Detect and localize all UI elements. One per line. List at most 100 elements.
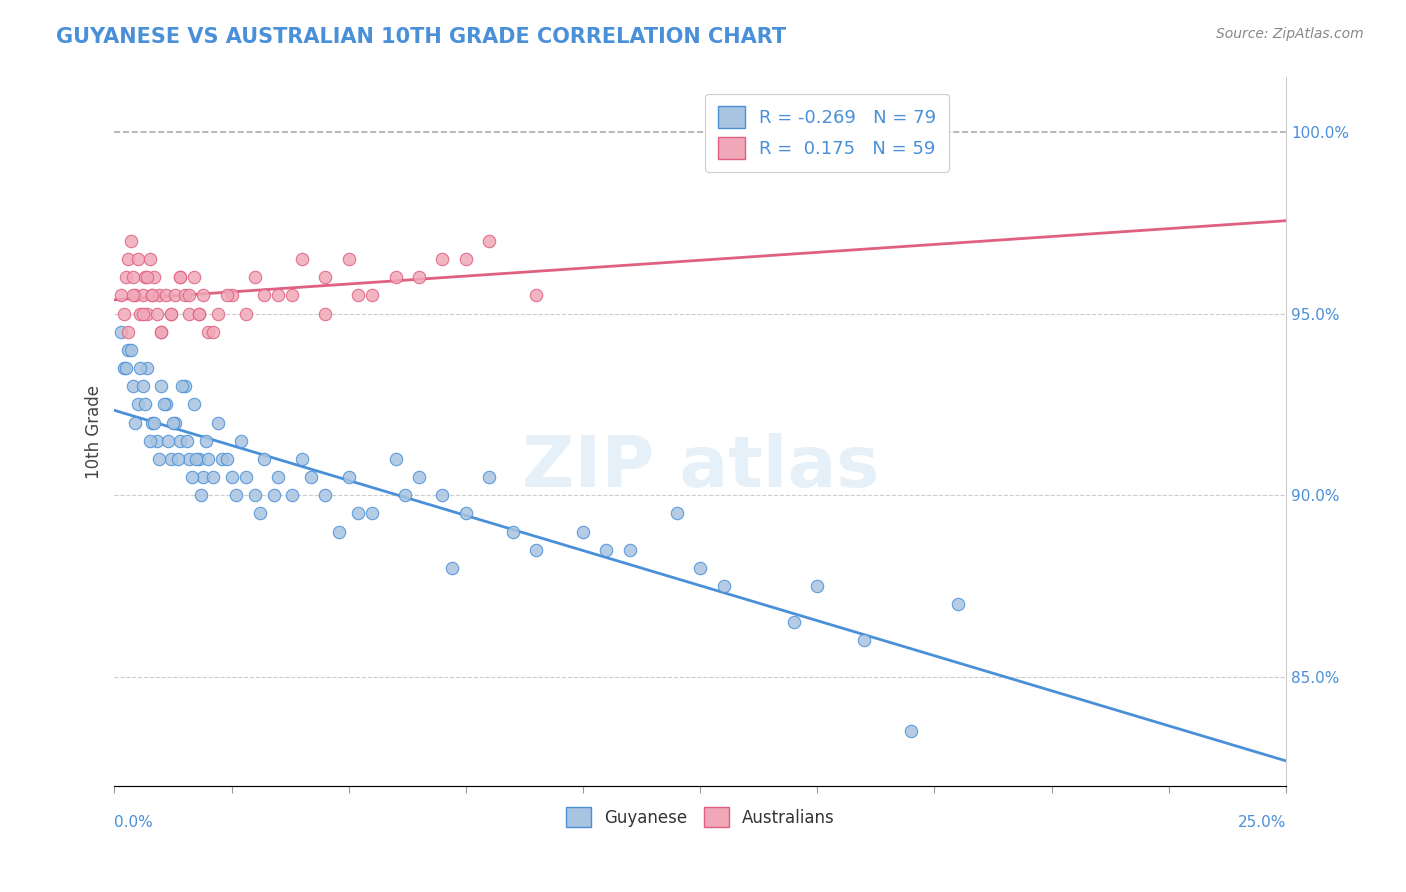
Point (179, 307, 201, 321)
Point (225, 488, 247, 502)
Point (524, 288, 547, 302)
Point (117, 343, 139, 357)
Point (361, 288, 384, 302)
Point (267, 288, 290, 302)
Point (454, 506, 477, 520)
Point (110, 325, 132, 339)
Point (179, 451, 201, 466)
Point (169, 270, 191, 285)
Text: 0.0%: 0.0% (114, 815, 153, 830)
Point (155, 397, 177, 411)
Text: Source: ZipAtlas.com: Source: ZipAtlas.com (1216, 27, 1364, 41)
Point (155, 288, 177, 302)
Point (314, 488, 336, 502)
Point (173, 288, 195, 302)
Point (347, 506, 370, 520)
Point (136, 307, 159, 321)
Point (115, 361, 138, 376)
Point (194, 434, 217, 448)
Point (314, 270, 336, 285)
Point (122, 288, 145, 302)
Point (689, 561, 711, 575)
Point (361, 506, 384, 520)
Point (207, 416, 229, 430)
Point (267, 470, 290, 484)
Point (183, 397, 205, 411)
Point (328, 524, 350, 539)
Point (159, 451, 181, 466)
Point (291, 451, 314, 466)
Point (235, 470, 257, 484)
Point (186, 451, 208, 466)
Point (169, 270, 191, 285)
Point (117, 325, 139, 339)
Point (900, 724, 922, 739)
Point (134, 397, 156, 411)
Point (281, 288, 304, 302)
Point (187, 451, 209, 466)
Point (187, 307, 209, 321)
Point (152, 397, 174, 411)
Point (243, 270, 266, 285)
Point (394, 488, 416, 502)
Point (143, 416, 166, 430)
Point (172, 379, 194, 393)
Point (197, 451, 219, 466)
Point (946, 597, 969, 611)
Point (124, 288, 146, 302)
Point (440, 561, 463, 575)
Point (337, 252, 360, 266)
Point (150, 379, 173, 393)
Point (179, 288, 201, 302)
Point (138, 434, 160, 448)
Point (148, 451, 170, 466)
Text: ZIP atlas: ZIP atlas (522, 433, 879, 501)
Point (235, 307, 257, 321)
Point (253, 288, 276, 302)
Point (176, 434, 198, 448)
Point (263, 488, 285, 502)
Point (141, 288, 163, 302)
Point (524, 542, 547, 557)
Point (314, 307, 336, 321)
Point (201, 325, 224, 339)
Point (141, 288, 163, 302)
Point (243, 488, 266, 502)
Point (166, 451, 188, 466)
Point (127, 252, 149, 266)
Point (131, 307, 153, 321)
Point (190, 488, 212, 502)
Point (783, 615, 806, 630)
Point (337, 470, 360, 484)
Point (347, 288, 370, 302)
Point (197, 325, 219, 339)
Point (145, 307, 167, 321)
Point (136, 361, 159, 376)
Point (253, 451, 276, 466)
Legend: Guyanese, Australians: Guyanese, Australians (560, 800, 841, 834)
Point (595, 542, 617, 557)
Point (124, 416, 146, 430)
Point (619, 542, 641, 557)
Point (221, 470, 243, 484)
Point (110, 288, 132, 302)
Point (299, 470, 322, 484)
Text: GUYANESE VS AUSTRALIAN 10TH GRADE CORRELATION CHART: GUYANESE VS AUSTRALIAN 10TH GRADE CORREL… (56, 27, 786, 46)
Point (117, 252, 139, 266)
Point (806, 579, 828, 593)
Point (129, 307, 152, 321)
Point (572, 524, 595, 539)
Point (187, 307, 209, 321)
Point (215, 451, 238, 466)
Point (122, 379, 145, 393)
Point (408, 470, 430, 484)
Point (384, 270, 406, 285)
Point (138, 252, 160, 266)
Point (454, 252, 477, 266)
Point (193, 288, 215, 302)
Point (169, 434, 191, 448)
Point (713, 579, 735, 593)
Point (281, 488, 304, 502)
Point (157, 434, 180, 448)
Point (207, 307, 229, 321)
